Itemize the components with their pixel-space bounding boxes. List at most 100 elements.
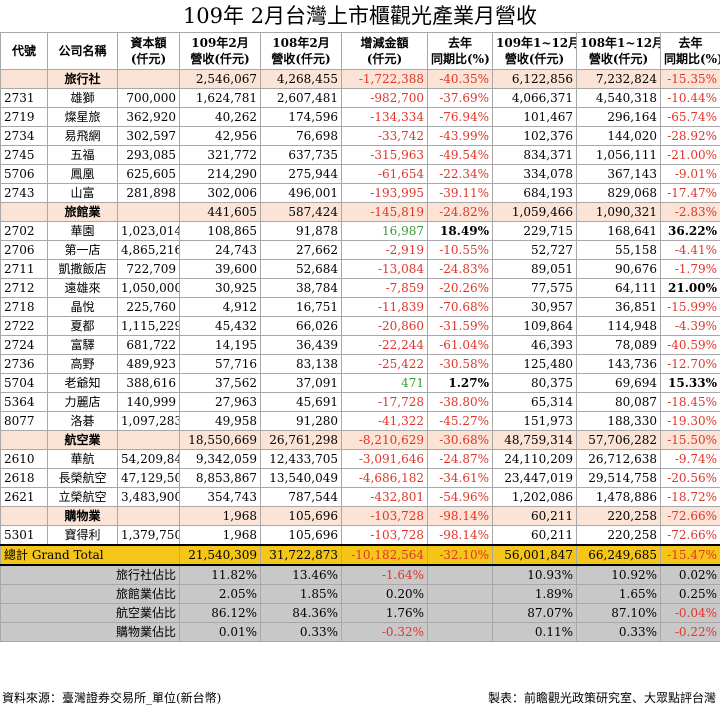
table-cell: 36,851 bbox=[576, 297, 661, 317]
table-cell: 441,605 bbox=[179, 202, 261, 222]
table-cell: 354,743 bbox=[179, 487, 261, 507]
table-cell: -193,995 bbox=[341, 183, 428, 203]
stock-code-cell bbox=[0, 430, 48, 450]
table-cell: 3,483,900 bbox=[117, 487, 180, 507]
table-cell: -28.92% bbox=[660, 126, 720, 146]
table-cell: 587,424 bbox=[260, 202, 342, 222]
table-cell: 8,853,867 bbox=[179, 468, 261, 488]
table-cell: 722,709 bbox=[117, 259, 180, 279]
table-row: 2706 第一店 4,865,216 24,743 27,662 -2,919 -10.55… bbox=[0, 240, 720, 260]
share-row: 旅行社佔比 11.82% 13.46% -1.64% 10.93% 10.92% 0.02% bbox=[0, 564, 720, 585]
table-cell: 27,662 bbox=[260, 240, 342, 260]
table-cell: 144,020 bbox=[576, 126, 661, 146]
column-header: 資本額 (仟元) bbox=[117, 32, 180, 70]
share-cell: 1.76% bbox=[341, 603, 428, 623]
table-cell: 30,925 bbox=[179, 278, 261, 298]
table-cell: -8,210,629 bbox=[341, 430, 428, 450]
company-name-cell: 凱撒飯店 bbox=[47, 259, 118, 279]
table-cell: 37,091 bbox=[260, 373, 342, 393]
share-cell: -1.64% bbox=[341, 564, 428, 585]
table-cell: 60,211 bbox=[492, 525, 577, 546]
stock-code-cell: 2719 bbox=[0, 107, 48, 127]
table-cell: 625,605 bbox=[117, 164, 180, 184]
stock-code-cell: 2734 bbox=[0, 126, 48, 146]
table-row: 2621 立榮航空 3,483,900 354,743 787,544 -432,801-… bbox=[0, 487, 720, 507]
share-cell: 1.89% bbox=[492, 584, 577, 604]
table-row: 2718 晶悅 225,760 4,912 16,751 -11,839 -70.68% 30… bbox=[0, 297, 720, 317]
column-header: 109年2月 營收(仟元) bbox=[179, 32, 261, 70]
table-cell: 2,546,067 bbox=[179, 69, 261, 89]
column-header: 109年1~12月 營收(仟元) bbox=[492, 32, 577, 70]
table-cell: 52,684 bbox=[260, 259, 342, 279]
company-name-cell: 長榮航空 bbox=[47, 468, 118, 488]
company-name-cell: 洛碁 bbox=[47, 411, 118, 431]
table-cell: -9.74% bbox=[660, 449, 720, 469]
column-header: 代號 bbox=[0, 32, 48, 70]
table-cell: 489,923 bbox=[117, 354, 180, 374]
share-cell: 13.46% bbox=[260, 564, 342, 585]
company-name-cell: 燦星旅 bbox=[47, 107, 118, 127]
table-cell: 6,122,856 bbox=[492, 69, 577, 89]
table-cell: -72.66% bbox=[660, 506, 720, 526]
share-cell: 11.82% bbox=[179, 564, 261, 585]
table-row: 5364 力麗店 140,999 27,963 45,691 -17,728 -38.80%… bbox=[0, 392, 720, 412]
share-cell: 1.65% bbox=[576, 584, 661, 604]
share-cell: 10.92% bbox=[576, 564, 661, 585]
table-cell: 637,735 bbox=[260, 145, 342, 165]
table-cell: 108,865 bbox=[179, 221, 261, 241]
company-name-cell: 華園 bbox=[47, 221, 118, 241]
table-cell: -15.35% bbox=[660, 69, 720, 89]
table-cell: 225,760 bbox=[117, 297, 180, 317]
share-cell: 0.20% bbox=[341, 584, 428, 604]
table-cell: 105,696 bbox=[260, 525, 342, 546]
stock-code-cell: 2745 bbox=[0, 145, 48, 165]
table-cell: 57,706,282 bbox=[576, 430, 661, 450]
table-cell: -54.96% bbox=[427, 487, 493, 507]
table-cell: 60,211 bbox=[492, 506, 577, 526]
table-cell: 293,085 bbox=[117, 145, 180, 165]
table-cell: -1.79% bbox=[660, 259, 720, 279]
table-cell: -25,422 bbox=[341, 354, 428, 374]
table-cell: -24.83% bbox=[427, 259, 493, 279]
table-row: 5706 鳳凰 625,605 214,290 275,944 -61,654 -22.34… bbox=[0, 164, 720, 184]
company-name-cell: 鳳凰 bbox=[47, 164, 118, 184]
header-row: 代號 公司名稱 資本額 (仟元) 109年2月 營收(仟元) 108年2月 營收(仟元) 增減金… bbox=[0, 32, 720, 70]
table-cell: 49,958 bbox=[179, 411, 261, 431]
report-title: 109年 2月台灣上市櫃觀光產業月營收 bbox=[182, 4, 538, 28]
table-cell: 1,090,321 bbox=[576, 202, 661, 222]
company-name-cell: 力麗店 bbox=[47, 392, 118, 412]
table-cell: -145,819 bbox=[341, 202, 428, 222]
table-cell: -103,728 bbox=[341, 525, 428, 546]
table-cell: 214,290 bbox=[179, 164, 261, 184]
table-cell: 334,078 bbox=[492, 164, 577, 184]
table-cell: 52,727 bbox=[492, 240, 577, 260]
share-cell: 84.36% bbox=[260, 603, 342, 623]
table-cell: -22.34% bbox=[427, 164, 493, 184]
table-cell: 55,158 bbox=[576, 240, 661, 260]
table-cell: 77,575 bbox=[492, 278, 577, 298]
share-cell bbox=[427, 603, 493, 623]
share-cell: -0.04% bbox=[660, 603, 720, 623]
share-cell: -0.32% bbox=[341, 622, 428, 642]
table-cell: 220,258 bbox=[576, 525, 661, 546]
table-cell: -30.58% bbox=[427, 354, 493, 374]
category-name-cell: 旅行社 bbox=[47, 69, 118, 89]
table-cell: -24.87% bbox=[427, 449, 493, 469]
table-cell: 47,129,506 bbox=[117, 468, 180, 488]
column-header: 增減金額 (仟元) bbox=[341, 32, 428, 70]
table-cell: 80,087 bbox=[576, 392, 661, 412]
category-row: 旅行社 2,546,067 4,268,455 -1,722,388 -40.35% 6,… bbox=[0, 69, 720, 89]
stock-code-cell: 2618 bbox=[0, 468, 48, 488]
stock-code-cell: 8077 bbox=[0, 411, 48, 431]
total-cell: 21,540,309 bbox=[179, 544, 261, 566]
table-row: 2711 凱撒飯店 722,709 39,600 52,684 -13,084 -24.83… bbox=[0, 259, 720, 279]
table-cell: 24,743 bbox=[179, 240, 261, 260]
table-cell: 40,262 bbox=[179, 107, 261, 127]
table-cell: 36,439 bbox=[260, 335, 342, 355]
table-cell: 684,193 bbox=[492, 183, 577, 203]
stock-code-cell: 5301 bbox=[0, 525, 48, 546]
table-cell: 30,957 bbox=[492, 297, 577, 317]
grand-total-label: 總計 Grand Total bbox=[0, 544, 180, 566]
table-cell: -24.82% bbox=[427, 202, 493, 222]
